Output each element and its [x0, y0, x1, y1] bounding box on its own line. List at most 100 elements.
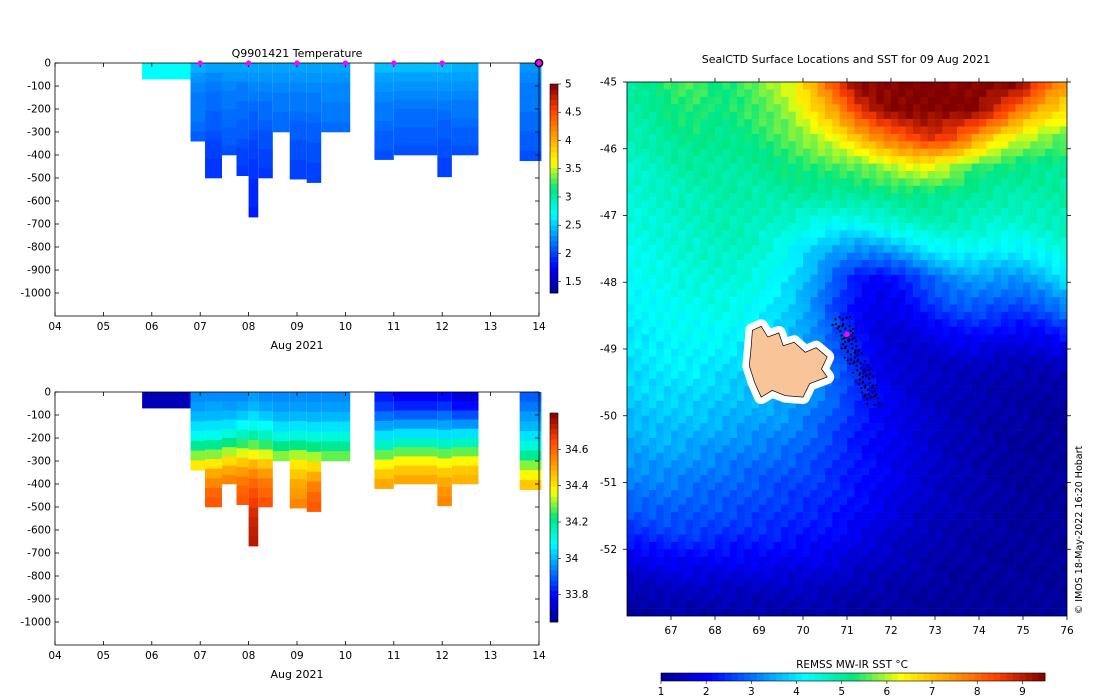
- sst-cell: [781, 141, 789, 150]
- sst-cell: [876, 386, 884, 394]
- sst-cell: [693, 482, 701, 491]
- sst-cell: [1015, 467, 1024, 476]
- sst-cell: [685, 104, 694, 112]
- sst-cell: [649, 527, 657, 535]
- sst-cell: [671, 586, 679, 595]
- sst-cell: [656, 208, 664, 216]
- sst-cell: [781, 222, 789, 231]
- sst-cell: [803, 311, 811, 320]
- sst-cell: [854, 504, 862, 513]
- sst-cell: [707, 363, 716, 372]
- sst-cell: [627, 445, 635, 454]
- sst-cell: [715, 178, 723, 187]
- surface-location-dot: [871, 384, 874, 387]
- sst-cell: [1052, 497, 1060, 506]
- sst-cell: [671, 96, 679, 105]
- sst-cell: [1023, 171, 1031, 179]
- sst-cell: [883, 556, 892, 565]
- sst-cell: [707, 141, 716, 150]
- sst-cell: [1037, 386, 1046, 394]
- sst-cell: [729, 363, 738, 372]
- sst-cell: [905, 200, 914, 209]
- sst-cell: [781, 215, 789, 224]
- sst-cell: [957, 245, 965, 253]
- sst-cell: [949, 304, 958, 313]
- sst-cell: [781, 178, 789, 187]
- sst-cell: [656, 326, 664, 335]
- sst-cell: [773, 467, 782, 476]
- sst-cell: [971, 489, 980, 498]
- sst-cell: [1008, 527, 1016, 535]
- sst-cell: [1008, 512, 1016, 520]
- sst-cell: [1045, 156, 1053, 164]
- sst-cell: [656, 141, 664, 150]
- sst-cell: [1001, 119, 1009, 127]
- sst-cell: [913, 119, 921, 127]
- sst-cell: [964, 593, 972, 602]
- sst-cell: [971, 178, 980, 187]
- sst-cell: [649, 378, 657, 387]
- sst-cell: [1030, 252, 1038, 261]
- sst-map-panel: 67 68 69 70 71 72 73 74 75 76-45-46-47-48-49-50-5…: [600, 53, 1085, 698]
- surface-location-dot: [850, 334, 853, 337]
- sst-cell: [898, 578, 906, 587]
- temperature_section-cell: [258, 168, 273, 179]
- sst-cell: [905, 163, 914, 172]
- sst-cell: [993, 222, 1002, 231]
- sst-cell: [649, 586, 657, 595]
- salinity_section-cell: [306, 471, 322, 482]
- sst-cell: [700, 593, 708, 602]
- sst-cell: [942, 504, 950, 513]
- salinity_section-cell: [236, 485, 249, 496]
- temperature_section-cell: [248, 140, 259, 150]
- sst-cell: [634, 445, 642, 454]
- salinity_section-cell: [205, 420, 222, 431]
- sst-cell: [700, 608, 708, 616]
- sst-cell: [847, 193, 855, 201]
- sst-cell: [1045, 193, 1053, 201]
- sst-cell: [1001, 133, 1009, 142]
- sst-cell: [993, 586, 1002, 595]
- sst-cell: [649, 363, 657, 372]
- sst-cell: [905, 593, 914, 602]
- sst-cell: [744, 163, 752, 172]
- salinity_section-cell: [190, 401, 206, 412]
- sst-cell: [729, 297, 738, 305]
- sst-cell: [803, 267, 811, 276]
- sst-cell: [847, 319, 855, 328]
- salinity_section-cell: [289, 411, 307, 422]
- sst-cell: [971, 541, 980, 550]
- sst-cell: [1037, 171, 1046, 179]
- sst-cell: [773, 193, 782, 201]
- sst-cell: [817, 519, 826, 528]
- sst-cell: [913, 148, 921, 157]
- salinity_section-cell: [221, 465, 237, 476]
- sst-cell: [627, 126, 635, 135]
- temperature_section-cell: [248, 207, 259, 218]
- salinity_section-cell: [289, 421, 307, 432]
- sst-cell: [722, 452, 730, 461]
- sst-cell: [971, 371, 980, 379]
- sst-cell: [649, 430, 657, 439]
- sst-cell: [1037, 400, 1046, 409]
- sst-cell: [678, 96, 686, 105]
- sst-cell: [685, 519, 694, 528]
- sst-cell: [1037, 393, 1046, 402]
- sst-cell: [920, 104, 928, 112]
- sst-cell: [737, 126, 745, 135]
- sst-cell: [1015, 252, 1024, 261]
- sst-cell: [678, 267, 686, 276]
- sst-cell: [1023, 363, 1031, 372]
- sst-cell: [810, 252, 818, 261]
- sst-cell: [766, 534, 774, 543]
- sst-cell: [788, 512, 796, 520]
- sst-cell: [971, 482, 980, 491]
- sst-cell: [1023, 415, 1031, 424]
- sst-cell: [979, 274, 987, 283]
- sst-cell: [671, 111, 679, 120]
- sst-cell: [744, 549, 752, 557]
- sst-cell: [964, 541, 972, 550]
- sst-cell: [979, 497, 987, 506]
- sst-cell: [788, 133, 796, 142]
- sst-cell: [1059, 608, 1067, 616]
